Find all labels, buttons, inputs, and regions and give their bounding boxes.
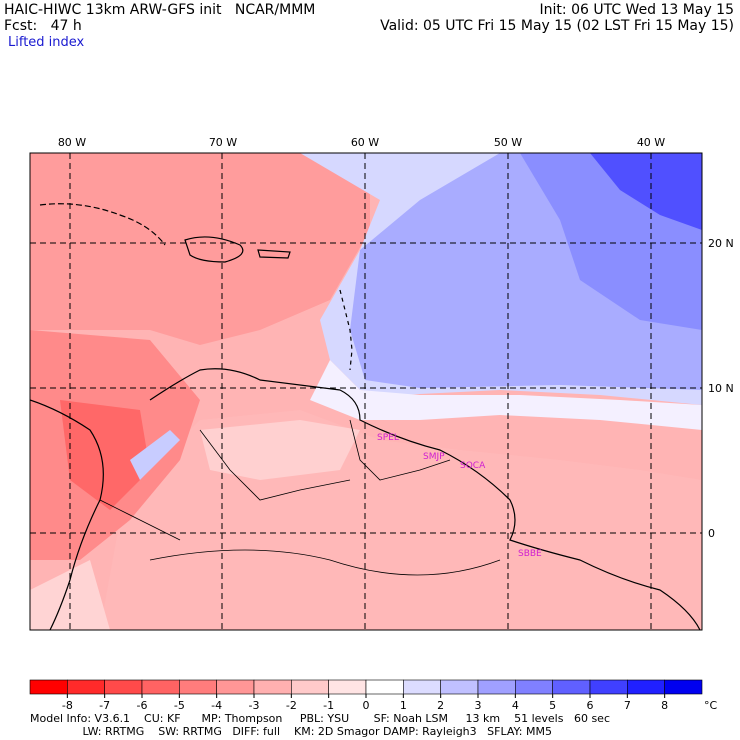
latitude-labels: 20 N 10 N 0 <box>708 237 734 540</box>
colorbar-tick-label: 4 <box>512 699 519 712</box>
graticule <box>30 153 702 630</box>
colorbar-swatch <box>403 679 441 695</box>
lat-label: 0 <box>708 527 715 540</box>
colorbar-swatch <box>552 679 591 695</box>
forecast-hour: Fcst: 47 h <box>4 18 82 34</box>
colorbar-tick-label: 3 <box>475 699 482 712</box>
colorbar-swatch <box>589 679 628 695</box>
colorbar-tick-label: -4 <box>211 699 222 712</box>
station-label: SBBE <box>518 549 542 559</box>
valid-time: Valid: 05 UTC Fri 15 May 15 (02 LST Fri … <box>380 18 734 34</box>
station-markers: SPEL SMJP SOCA SBBE <box>377 433 542 559</box>
colorbar-swatch <box>477 679 516 695</box>
coastlines <box>30 203 701 630</box>
lon-label: 80 W <box>58 136 86 149</box>
lon-label: 60 W <box>351 136 379 149</box>
colorbar: -8 -7 -6 -5 -4 -3 -2 -1 0 1 2 3 4 5 6 7 8 °C <box>29 679 718 712</box>
colorbar-tick-label: 5 <box>549 699 556 712</box>
colorbar-swatch <box>515 679 553 695</box>
lat-label: 10 N <box>708 382 734 395</box>
colorbar-swatch <box>440 679 479 695</box>
colorbar-tick-label: -3 <box>249 699 260 712</box>
field-name: Lifted index <box>8 35 85 50</box>
station-label: SMJP <box>423 452 445 462</box>
colorbar-tick-label: 0 <box>363 699 370 712</box>
colorbar-tick-label: 2 <box>437 699 444 712</box>
colorbar-swatch <box>328 679 367 695</box>
map-frame <box>29 152 703 631</box>
colorbar-swatch <box>664 679 703 695</box>
colorbar-tick-label: -2 <box>286 699 297 712</box>
longitude-labels: 80 W 70 W 60 W 50 W 40 W <box>58 136 665 149</box>
colorbar-tick-label: -5 <box>174 699 185 712</box>
colorbar-tick-label: -6 <box>137 699 148 712</box>
colorbar-tick-label: -7 <box>99 699 110 712</box>
physics-info: LW: RRTMG SW: RRTMG DIFF: full KM: 2D Sm… <box>30 725 552 738</box>
lon-label: 40 W <box>637 136 665 149</box>
colorbar-swatch <box>104 679 143 695</box>
station-label: SOCA <box>460 461 486 471</box>
colorbar-swatch <box>365 679 404 695</box>
colorbar-swatch <box>67 679 105 695</box>
lat-label: 20 N <box>708 237 734 250</box>
init-time: Init: 06 UTC Wed 13 May 15 <box>539 2 734 18</box>
colorbar-swatch <box>29 679 68 695</box>
station-label: SPEL <box>377 433 399 443</box>
colorbar-swatch <box>216 679 255 695</box>
colorbar-tick-label: 6 <box>587 699 594 712</box>
colorbar-swatch <box>141 679 180 695</box>
field-shading <box>30 153 702 630</box>
model-info: Model Info: V3.6.1 CU: KF MP: Thompson P… <box>30 712 610 725</box>
colorbar-tick-label: -1 <box>323 699 334 712</box>
colorbar-swatch <box>179 679 217 695</box>
colorbar-tick-label: 8 <box>661 699 668 712</box>
colorbar-tick-label: -8 <box>62 699 73 712</box>
colorbar-swatch <box>253 679 292 695</box>
model-title: HAIC-HIWC 13km ARW-GFS init NCAR/MMM <box>4 2 316 18</box>
colorbar-swatch <box>291 679 329 695</box>
lon-label: 70 W <box>209 136 237 149</box>
colorbar-swatch <box>627 679 665 695</box>
colorbar-tick-label: 1 <box>400 699 407 712</box>
colorbar-unit: °C <box>704 699 718 712</box>
colorbar-tick-label: 7 <box>624 699 631 712</box>
lon-label: 50 W <box>494 136 522 149</box>
